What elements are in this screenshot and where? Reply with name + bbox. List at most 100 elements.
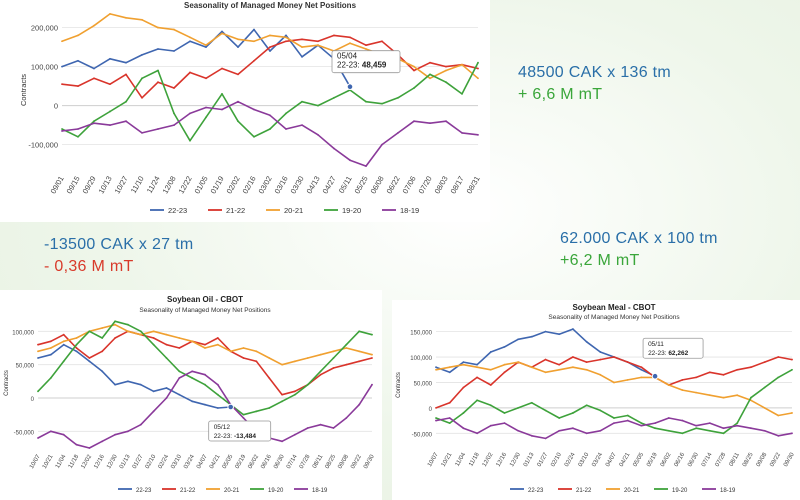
legend-label-19-20: 19-20 bbox=[268, 488, 284, 494]
x-tick-label: 02/16 bbox=[241, 175, 258, 196]
data-point bbox=[640, 366, 643, 369]
data-point bbox=[255, 350, 258, 353]
data-point bbox=[216, 337, 219, 339]
x-tick-label: 09/08 bbox=[756, 451, 769, 468]
data-point bbox=[613, 422, 615, 425]
chart-subtitle: Seasonality of Managed Money Net Positio… bbox=[184, 1, 357, 10]
data-point bbox=[178, 347, 181, 349]
data-point bbox=[114, 383, 116, 386]
x-tick-label: 08/25 bbox=[742, 451, 755, 468]
y-tick-label: 0 bbox=[429, 407, 433, 413]
tooltip-series-value: -13,484 bbox=[234, 433, 256, 440]
data-point bbox=[476, 363, 478, 366]
annotation-1: 48500 CAK x 136 tm + 6,6 M mT bbox=[518, 64, 671, 104]
data-point bbox=[221, 32, 223, 35]
data-point bbox=[349, 159, 351, 162]
data-point bbox=[435, 368, 437, 371]
data-point bbox=[371, 333, 373, 336]
data-point bbox=[345, 417, 348, 419]
series-line-22-23 bbox=[435, 328, 656, 377]
data-point bbox=[127, 380, 129, 383]
x-tick-label: 04/21 bbox=[619, 451, 632, 468]
data-point bbox=[585, 432, 588, 435]
y-axis-label: Contracts bbox=[19, 74, 28, 106]
data-point bbox=[381, 40, 383, 43]
x-tick-label: 12/02 bbox=[80, 453, 93, 470]
x-tick-label: 04/21 bbox=[209, 453, 222, 470]
y-axis-label: Contracts bbox=[4, 370, 10, 396]
y-tick-label: 50,000 bbox=[414, 381, 433, 387]
data-point bbox=[777, 356, 780, 358]
data-point bbox=[49, 377, 52, 379]
x-tick-label: 03/10 bbox=[578, 451, 591, 468]
data-point bbox=[77, 135, 79, 138]
x-tick-label: 11/10 bbox=[129, 175, 146, 195]
data-point bbox=[708, 371, 711, 374]
data-point bbox=[109, 57, 111, 60]
data-point bbox=[204, 347, 206, 349]
data-point bbox=[722, 396, 725, 399]
data-point bbox=[319, 370, 322, 373]
x-tick-label: 03/02 bbox=[257, 175, 274, 196]
annotation-3-line2: +6,2 M mT bbox=[560, 252, 640, 269]
data-point bbox=[317, 40, 319, 43]
x-tick-label: 06/22 bbox=[385, 175, 402, 196]
chart-title: Soybean Oil - CBOT bbox=[167, 295, 243, 304]
y-tick-label: 0 bbox=[31, 397, 35, 403]
data-point bbox=[791, 358, 793, 361]
data-point bbox=[152, 330, 155, 333]
data-point bbox=[191, 400, 194, 403]
data-point bbox=[332, 427, 335, 429]
x-tick-label: 10/07 bbox=[29, 453, 42, 470]
data-point bbox=[75, 343, 78, 346]
x-tick-label: 07/14 bbox=[701, 451, 714, 468]
x-tick-label: 02/10 bbox=[145, 453, 158, 470]
tooltip-series-value: 48,459 bbox=[362, 61, 387, 70]
x-tick-label: 09/08 bbox=[337, 453, 350, 470]
data-point bbox=[301, 124, 303, 126]
data-point bbox=[281, 393, 283, 396]
data-point bbox=[294, 390, 296, 393]
data-point bbox=[429, 77, 431, 80]
data-point bbox=[306, 357, 309, 359]
y-tick-label: 150,000 bbox=[410, 331, 432, 337]
x-tick-label: 12/02 bbox=[482, 451, 495, 468]
data-point bbox=[253, 28, 255, 31]
data-point bbox=[75, 350, 78, 353]
data-point bbox=[306, 427, 309, 429]
data-point bbox=[461, 63, 463, 66]
data-point bbox=[285, 128, 287, 130]
data-point bbox=[558, 333, 561, 336]
x-tick-label: 01/13 bbox=[119, 453, 132, 470]
data-point bbox=[216, 343, 219, 346]
data-point bbox=[763, 406, 766, 409]
data-point bbox=[109, 110, 111, 113]
x-tick-label: 08/25 bbox=[324, 453, 337, 470]
tooltip-series-value: 62,262 bbox=[668, 350, 688, 357]
data-point bbox=[237, 73, 239, 76]
data-point bbox=[88, 330, 91, 333]
data-point bbox=[285, 34, 287, 37]
x-tick-label: 12/22 bbox=[177, 175, 194, 196]
data-point bbox=[255, 360, 258, 363]
x-tick-label: 07/14 bbox=[286, 453, 299, 470]
x-tick-label: 04/07 bbox=[196, 453, 209, 470]
data-point bbox=[445, 81, 447, 84]
data-point bbox=[667, 384, 670, 386]
data-point bbox=[229, 350, 232, 353]
data-point bbox=[489, 384, 492, 386]
data-point bbox=[61, 40, 63, 43]
data-point bbox=[358, 360, 361, 363]
annotation-2-line1: -13500 CAK x 27 tm bbox=[44, 236, 194, 253]
data-point bbox=[173, 87, 175, 89]
data-point bbox=[681, 419, 684, 422]
x-tick-label: 09/22 bbox=[350, 453, 363, 470]
data-point bbox=[708, 394, 711, 397]
data-point bbox=[517, 361, 520, 364]
data-point bbox=[654, 422, 656, 425]
data-point bbox=[114, 323, 116, 326]
data-point bbox=[736, 422, 739, 425]
x-tick-label: 07/28 bbox=[715, 451, 728, 468]
data-point bbox=[722, 373, 725, 376]
x-tick-label: 07/28 bbox=[299, 453, 312, 470]
